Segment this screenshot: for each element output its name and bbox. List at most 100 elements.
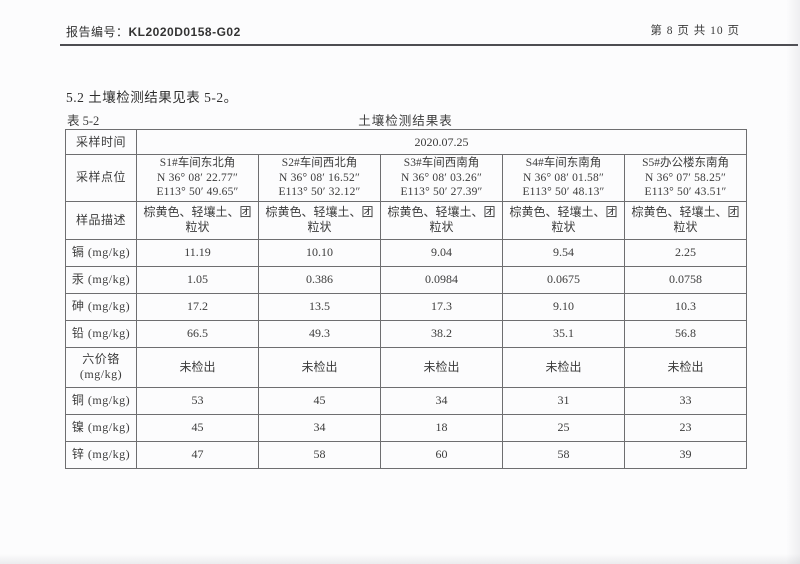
report-number-value: KL2020D0158-G02	[128, 25, 241, 39]
report-number-label: 报告编号：	[66, 25, 129, 39]
sample-description-cell: 棕黄色、轻壤土、团粒状	[258, 200, 381, 240]
point-name: S3#车间西南角	[403, 157, 480, 169]
analyte-value: 未检出	[258, 346, 381, 388]
point-name: S2#车间西北角	[281, 157, 358, 169]
analyte-value: 11.19	[136, 238, 259, 267]
analyte-label: 汞 (mg/kg)	[65, 265, 137, 294]
analyte-value: 9.10	[502, 292, 625, 321]
analyte-value: 45	[258, 386, 381, 415]
sampling-point-cell-s3: S3#车间西南角 N 36° 08′ 03.26″ E113° 50′ 27.3…	[380, 154, 503, 202]
analyte-value: 23	[623, 413, 748, 442]
sampling-time-row: 采样时间 2020.07.25	[65, 129, 748, 155]
analyte-value: 17.2	[136, 292, 259, 321]
analyte-value: 33	[623, 386, 748, 415]
analyte-label: 镉 (mg/kg)	[65, 238, 137, 267]
section-title: 5.2 土壤检测结果见表 5-2。	[66, 90, 238, 105]
analyte-value: 10.10	[258, 238, 381, 267]
analyte-row: 镍 (mg/kg) 45 34 18 25 23	[65, 413, 748, 442]
point-name: S4#车间东南角	[525, 157, 602, 169]
point-latitude: N 36° 08′ 16.52″	[279, 171, 360, 184]
point-longitude: E113° 50′ 32.12″	[278, 186, 361, 198]
sampling-point-cell-s5: S5#办公楼东南角 N 36° 07′ 58.25″ E113° 50′ 43.…	[623, 154, 748, 202]
analyte-label: 铜 (mg/kg)	[65, 386, 137, 415]
analyte-value: 66.5	[136, 319, 259, 348]
sampling-time-label: 采样时间	[65, 129, 137, 155]
analyte-value: 0.0758	[623, 265, 748, 294]
analyte-label: 六价铬 (mg/kg)	[65, 346, 137, 388]
analyte-value: 9.04	[380, 238, 503, 267]
analyte-value: 58	[258, 440, 381, 469]
sample-description-row: 样品描述 棕黄色、轻壤土、团粒状 棕黄色、轻壤土、团粒状 棕黄色、轻壤土、团粒状…	[65, 200, 748, 240]
analyte-value: 38.2	[380, 319, 503, 348]
sample-description-label: 样品描述	[65, 200, 137, 240]
analyte-value: 2.25	[623, 238, 748, 267]
analyte-rows: 镉 (mg/kg) 11.19 10.10 9.04 9.54 2.25 汞 (mg/kg)…	[65, 238, 748, 469]
analyte-value: 39	[623, 440, 748, 469]
analyte-row: 汞 (mg/kg) 1.05 0.386 0.0984 0.0675 0.0758	[65, 265, 748, 294]
soil-results-table: 采样时间 2020.07.25 采样点位 S1#车间东北角 N 36° 08′ …	[65, 129, 748, 469]
analyte-value: 25	[502, 413, 625, 442]
point-longitude: E113° 50′ 49.65″	[156, 186, 239, 198]
point-longitude: E113° 50′ 43.51″	[644, 186, 727, 198]
analyte-value: 1.05	[136, 265, 259, 294]
analyte-label: 镍 (mg/kg)	[65, 413, 137, 442]
point-latitude: N 36° 08′ 01.58″	[523, 171, 604, 184]
sampling-point-cell-s1: S1#车间东北角 N 36° 08′ 22.77″ E113° 50′ 49.6…	[136, 154, 259, 202]
analyte-label: 锌 (mg/kg)	[65, 440, 137, 469]
table-caption: 表 5-2 土壤检测结果表	[65, 110, 746, 128]
point-longitude: E113° 50′ 48.13″	[522, 186, 605, 198]
sample-description-cell: 棕黄色、轻壤土、团粒状	[136, 200, 259, 240]
analyte-value: 未检出	[380, 346, 503, 388]
analyte-value: 未检出	[502, 346, 625, 388]
analyte-value: 45	[136, 413, 259, 442]
analyte-value: 60	[380, 440, 503, 469]
analyte-value: 31	[502, 386, 625, 415]
analyte-value: 13.5	[258, 292, 381, 321]
header-divider-line	[60, 44, 798, 46]
analyte-row: 铅 (mg/kg) 66.5 49.3 38.2 35.1 56.8	[65, 319, 748, 348]
analyte-label: 铅 (mg/kg)	[65, 319, 137, 348]
analyte-value: 未检出	[136, 346, 259, 388]
sample-description-cell: 棕黄色、轻壤土、团粒状	[623, 200, 748, 240]
analyte-value: 0.0675	[502, 265, 625, 294]
point-longitude: E113° 50′ 27.39″	[400, 186, 483, 198]
point-name: S5#办公楼东南角	[642, 157, 729, 169]
table-number: 表 5-2	[67, 114, 100, 128]
sampling-point-label: 采样点位	[65, 154, 137, 202]
analyte-row: 镉 (mg/kg) 11.19 10.10 9.04 9.54 2.25	[65, 238, 748, 267]
sampling-time-value: 2020.07.25	[135, 129, 748, 155]
sample-description-cell: 棕黄色、轻壤土、团粒状	[380, 200, 503, 240]
page-indicator: 第 8 页 共 10 页	[650, 25, 740, 37]
sampling-point-cell-s4: S4#车间东南角 N 36° 08′ 01.58″ E113° 50′ 48.1…	[502, 154, 625, 202]
point-latitude: N 36° 08′ 03.26″	[401, 171, 482, 184]
report-number-header: 报告编号：KL2020D0158-G02	[66, 23, 241, 40]
point-name: S1#车间东北角	[159, 157, 236, 169]
point-latitude: N 36° 07′ 58.25″	[645, 171, 726, 184]
analyte-row: 锌 (mg/kg) 47 58 60 58 39	[65, 440, 748, 469]
analyte-value: 56.8	[623, 319, 748, 348]
analyte-value: 49.3	[258, 319, 381, 348]
analyte-value: 34	[258, 413, 381, 442]
analyte-value: 10.3	[623, 292, 748, 321]
sampling-point-cell-s2: S2#车间西北角 N 36° 08′ 16.52″ E113° 50′ 32.1…	[258, 154, 381, 202]
analyte-value: 未检出	[623, 346, 748, 388]
analyte-value: 58	[502, 440, 625, 469]
analyte-label: 砷 (mg/kg)	[65, 292, 137, 321]
analyte-value: 0.0984	[380, 265, 503, 294]
analyte-row: 六价铬 (mg/kg) 未检出 未检出 未检出 未检出 未检出	[65, 346, 748, 388]
analyte-value: 53	[136, 386, 259, 415]
sample-description-cell: 棕黄色、轻壤土、团粒状	[502, 200, 625, 240]
analyte-row: 铜 (mg/kg) 53 45 34 31 33	[65, 386, 748, 415]
analyte-value: 35.1	[502, 319, 625, 348]
table-title: 土壤检测结果表	[358, 114, 453, 128]
analyte-value: 47	[136, 440, 259, 469]
analyte-value: 18	[380, 413, 503, 442]
analyte-value: 0.386	[258, 265, 381, 294]
point-latitude: N 36° 08′ 22.77″	[157, 171, 238, 184]
analyte-row: 砷 (mg/kg) 17.2 13.5 17.3 9.10 10.3	[65, 292, 748, 321]
analyte-value: 34	[380, 386, 503, 415]
analyte-value: 9.54	[502, 238, 625, 267]
sampling-point-row: 采样点位 S1#车间东北角 N 36° 08′ 22.77″ E113° 50′…	[65, 154, 748, 202]
analyte-value: 17.3	[380, 292, 503, 321]
